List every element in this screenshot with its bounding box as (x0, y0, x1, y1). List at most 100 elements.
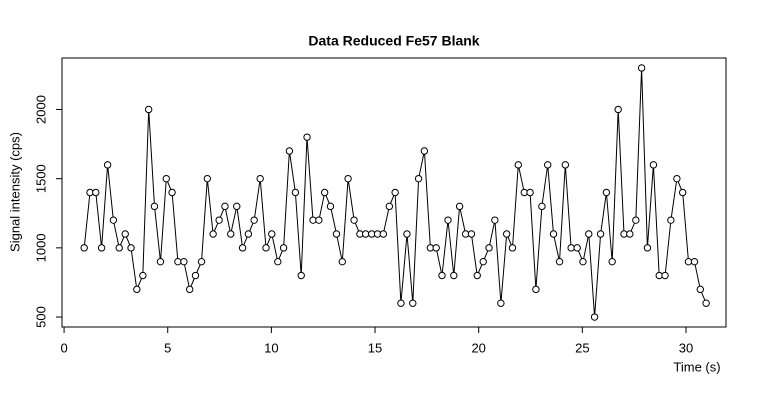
data-point (420, 147, 429, 155)
data-point (473, 271, 481, 280)
data-point (567, 244, 575, 252)
data-point (538, 202, 546, 211)
data-point (385, 202, 394, 211)
data-point (626, 230, 634, 238)
data-point (315, 216, 323, 224)
data-point (508, 244, 517, 252)
data-point (274, 257, 282, 266)
data-point (320, 188, 329, 197)
data-point (279, 244, 288, 252)
data-point (168, 188, 176, 197)
data-point (467, 230, 476, 238)
data-point (667, 216, 675, 224)
data-point (174, 257, 182, 266)
data-point (497, 299, 505, 307)
x-tick-label: 20 (471, 340, 485, 355)
data-point (690, 257, 699, 266)
data-point (268, 230, 276, 238)
data-point (127, 244, 135, 252)
data-point (221, 202, 229, 211)
data-point (702, 299, 710, 307)
data-point (637, 64, 646, 72)
data-point (455, 202, 464, 211)
chart-title: Data Reduced Fe57 Blank (308, 33, 479, 49)
data-point (256, 174, 264, 183)
data-point (350, 216, 358, 224)
data-point (561, 161, 570, 169)
data-point (409, 299, 417, 307)
plot-frame (61, 57, 727, 328)
data-point (643, 244, 652, 252)
data-point (262, 244, 270, 252)
data-point (602, 188, 611, 197)
data-point (549, 230, 558, 238)
data-point (215, 216, 223, 224)
x-tick-label: 30 (679, 340, 693, 355)
data-point (491, 216, 499, 224)
data-point (238, 244, 247, 252)
data-point (397, 299, 405, 307)
data-point (526, 188, 534, 197)
data-point (362, 230, 370, 238)
data-point (326, 202, 335, 211)
y-axis-label: Signal intensity (cps) (7, 132, 22, 252)
y-tick-label: 500 (33, 306, 48, 328)
data-point (614, 105, 622, 114)
data-point (180, 257, 188, 266)
data-point (585, 230, 593, 238)
data-point (379, 230, 388, 238)
data-point (438, 271, 446, 280)
data-point (191, 271, 200, 280)
data-point (344, 174, 352, 183)
data-point (573, 244, 581, 252)
data-point (291, 188, 300, 197)
data-point (684, 257, 693, 266)
data-point (514, 161, 522, 169)
data-point (203, 174, 212, 183)
data-point (244, 230, 253, 238)
data-point (227, 230, 235, 238)
data-point (391, 188, 399, 197)
data-point (632, 216, 640, 224)
y-tick-label: 1000 (33, 233, 48, 262)
data-point (139, 271, 147, 280)
data-point (579, 257, 587, 266)
x-tick-label: 25 (575, 340, 589, 355)
data-point (150, 202, 159, 211)
data-point (332, 230, 341, 238)
data-point (338, 257, 346, 266)
data-point (97, 244, 106, 252)
data-point (285, 147, 294, 155)
data-point (555, 257, 564, 266)
data-point (197, 257, 206, 266)
data-point (544, 161, 552, 169)
data-point (432, 244, 440, 252)
data-point (103, 161, 112, 169)
data-point (80, 244, 88, 252)
data-point (444, 216, 452, 224)
data-point (450, 271, 458, 280)
data-point (115, 244, 123, 252)
data-point (162, 174, 170, 183)
x-tick-label: 15 (368, 340, 382, 355)
data-point (144, 105, 153, 114)
data-point (590, 313, 599, 321)
y-tick-label: 1500 (33, 164, 48, 193)
data-point (233, 202, 241, 211)
data-point (649, 161, 658, 169)
data-point (121, 230, 129, 238)
data-point (661, 271, 669, 280)
data-point (479, 257, 487, 266)
data-point (673, 174, 681, 183)
data-point (596, 230, 605, 238)
x-axis-label: Time (s) (673, 359, 720, 374)
data-point (485, 244, 493, 252)
data-point (502, 230, 511, 238)
data-point (156, 257, 165, 266)
data-point (678, 188, 687, 197)
x-tick-label: 0 (60, 340, 67, 355)
data-point (303, 133, 311, 141)
x-tick-label: 5 (164, 340, 171, 355)
data-point (250, 216, 258, 224)
